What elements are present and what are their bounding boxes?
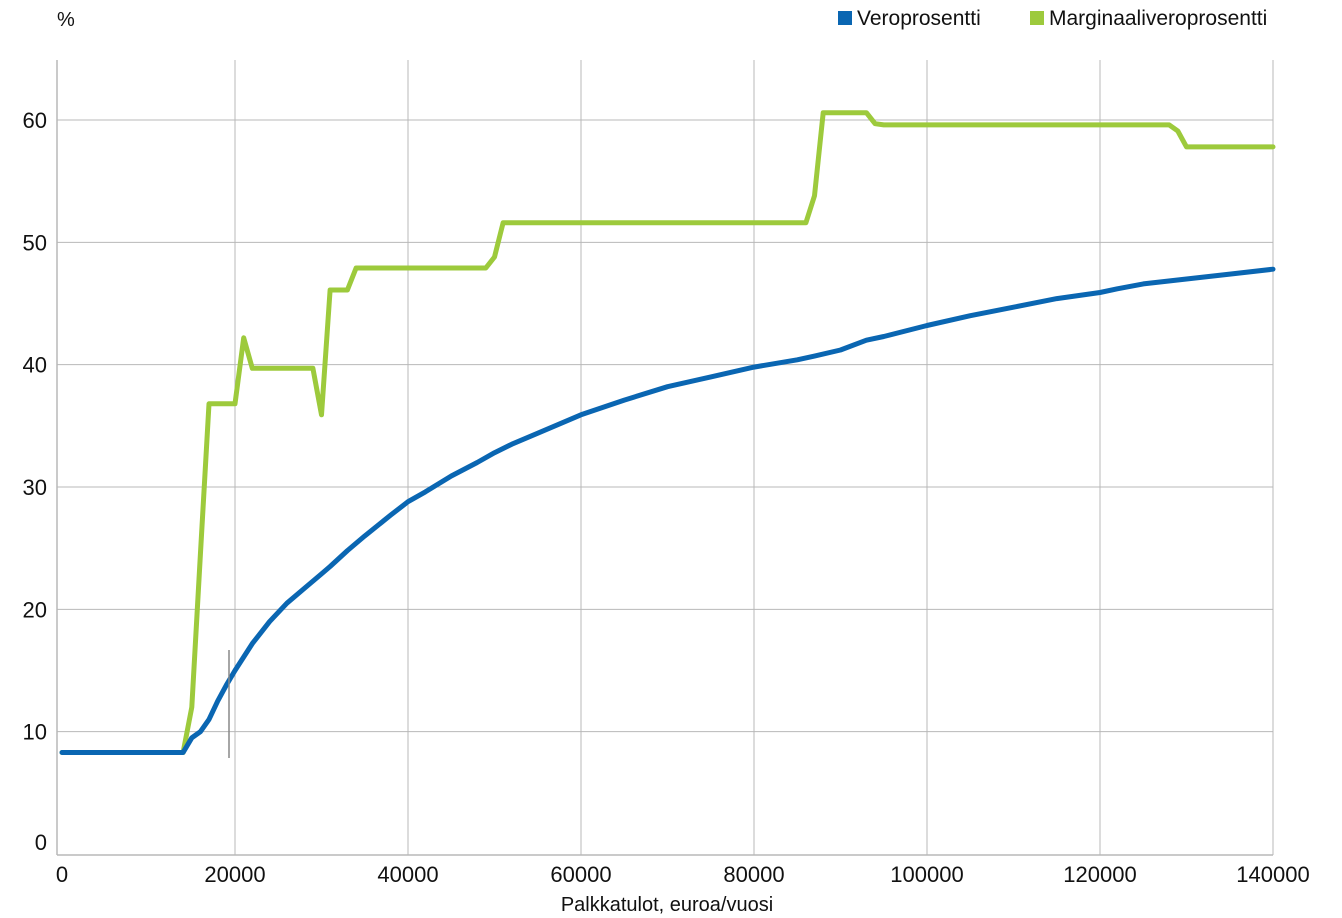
y-tick-label: 50 bbox=[23, 230, 47, 255]
y-tick-label: 30 bbox=[23, 475, 47, 500]
series-line-marginaaliveroprosentti bbox=[59, 110, 1276, 755]
y-tick-label: 40 bbox=[23, 353, 47, 378]
x-tick-label: 20000 bbox=[204, 862, 265, 887]
legend-swatch bbox=[838, 11, 852, 25]
x-tick-label: 40000 bbox=[377, 862, 438, 887]
gridlines bbox=[57, 60, 1274, 855]
y-tick-label: 20 bbox=[23, 597, 47, 622]
x-tick-label: 80000 bbox=[723, 862, 784, 887]
x-tick-label: 120000 bbox=[1063, 862, 1136, 887]
x-tick-label: 140000 bbox=[1236, 862, 1309, 887]
legend: Veroprosentti Marginaaliveroprosentti bbox=[838, 7, 1267, 30]
axes bbox=[56, 60, 1273, 856]
x-tick-label: 100000 bbox=[890, 862, 963, 887]
x-axis-label: Palkkatulot, euroa/vuosi bbox=[561, 894, 773, 916]
y-tick-label: 0 bbox=[35, 830, 47, 855]
legend-label: Marginaaliveroprosentti bbox=[1049, 7, 1267, 30]
x-tick-labels: 0 20000 40000 60000 80000 100000 120000 140000 bbox=[56, 862, 1310, 887]
y-tick-label: 60 bbox=[23, 108, 47, 133]
y-tick-label: 10 bbox=[23, 720, 47, 745]
series-lines bbox=[59, 110, 1276, 755]
y-axis-label: % bbox=[57, 9, 75, 31]
series-line-veroprosentti bbox=[59, 266, 1276, 755]
x-tick-label: 0 bbox=[56, 862, 68, 887]
legend-label: Veroprosentti bbox=[857, 7, 981, 30]
legend-swatch bbox=[1030, 11, 1044, 25]
y-tick-labels: 0 10 20 30 40 50 60 bbox=[23, 108, 47, 855]
x-tick-label: 60000 bbox=[550, 862, 611, 887]
